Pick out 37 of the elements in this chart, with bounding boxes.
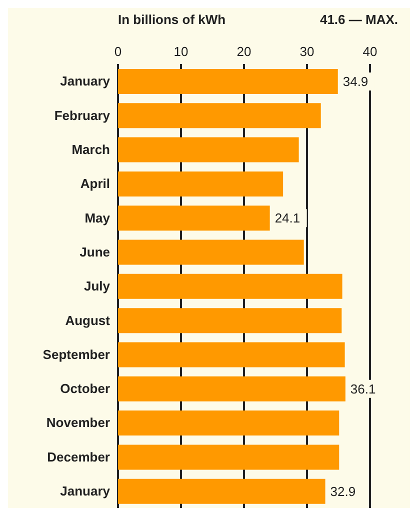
bar — [118, 308, 342, 334]
x-tick-label: 40 — [362, 44, 378, 59]
bar — [118, 103, 321, 128]
bar — [118, 478, 326, 504]
bar — [118, 171, 284, 196]
bar — [118, 342, 345, 368]
y-tick-label: November — [46, 415, 110, 430]
data-label: 24.1 — [274, 210, 300, 226]
y-tick-label: March — [72, 142, 110, 157]
x-tick-label: 0 — [114, 44, 122, 59]
x-tick-label: 30 — [300, 44, 314, 59]
text: 41.6 — MAX. — [320, 12, 398, 27]
data-label: 36.1 — [350, 381, 376, 396]
bar — [118, 410, 340, 436]
bar — [118, 206, 270, 231]
x-axis-title: In billions of kWh — [118, 12, 226, 27]
y-tick-label: August — [65, 312, 111, 328]
y-tick-label: June — [80, 244, 110, 260]
y-tick-label: July — [84, 278, 111, 294]
bar — [118, 69, 338, 94]
y-tick-label: April — [80, 176, 110, 192]
y-tick-label: January — [60, 484, 111, 499]
data-label: 32.9 — [330, 484, 356, 499]
y-tick-label: December — [47, 449, 110, 464]
y-tick-label: September — [42, 346, 110, 362]
bar — [118, 444, 340, 470]
y-tick-label: October — [60, 381, 110, 396]
y-tick-label: January — [60, 74, 111, 89]
bar — [118, 376, 346, 402]
x-tick-label: 10 — [174, 44, 188, 59]
bar — [118, 137, 299, 162]
data-label: 34.9 — [342, 74, 368, 89]
bar — [118, 240, 304, 265]
y-tick-label: May — [84, 210, 111, 226]
y-tick-label: February — [54, 108, 111, 123]
x-tick-label: 20 — [236, 44, 252, 59]
bar — [118, 274, 342, 299]
